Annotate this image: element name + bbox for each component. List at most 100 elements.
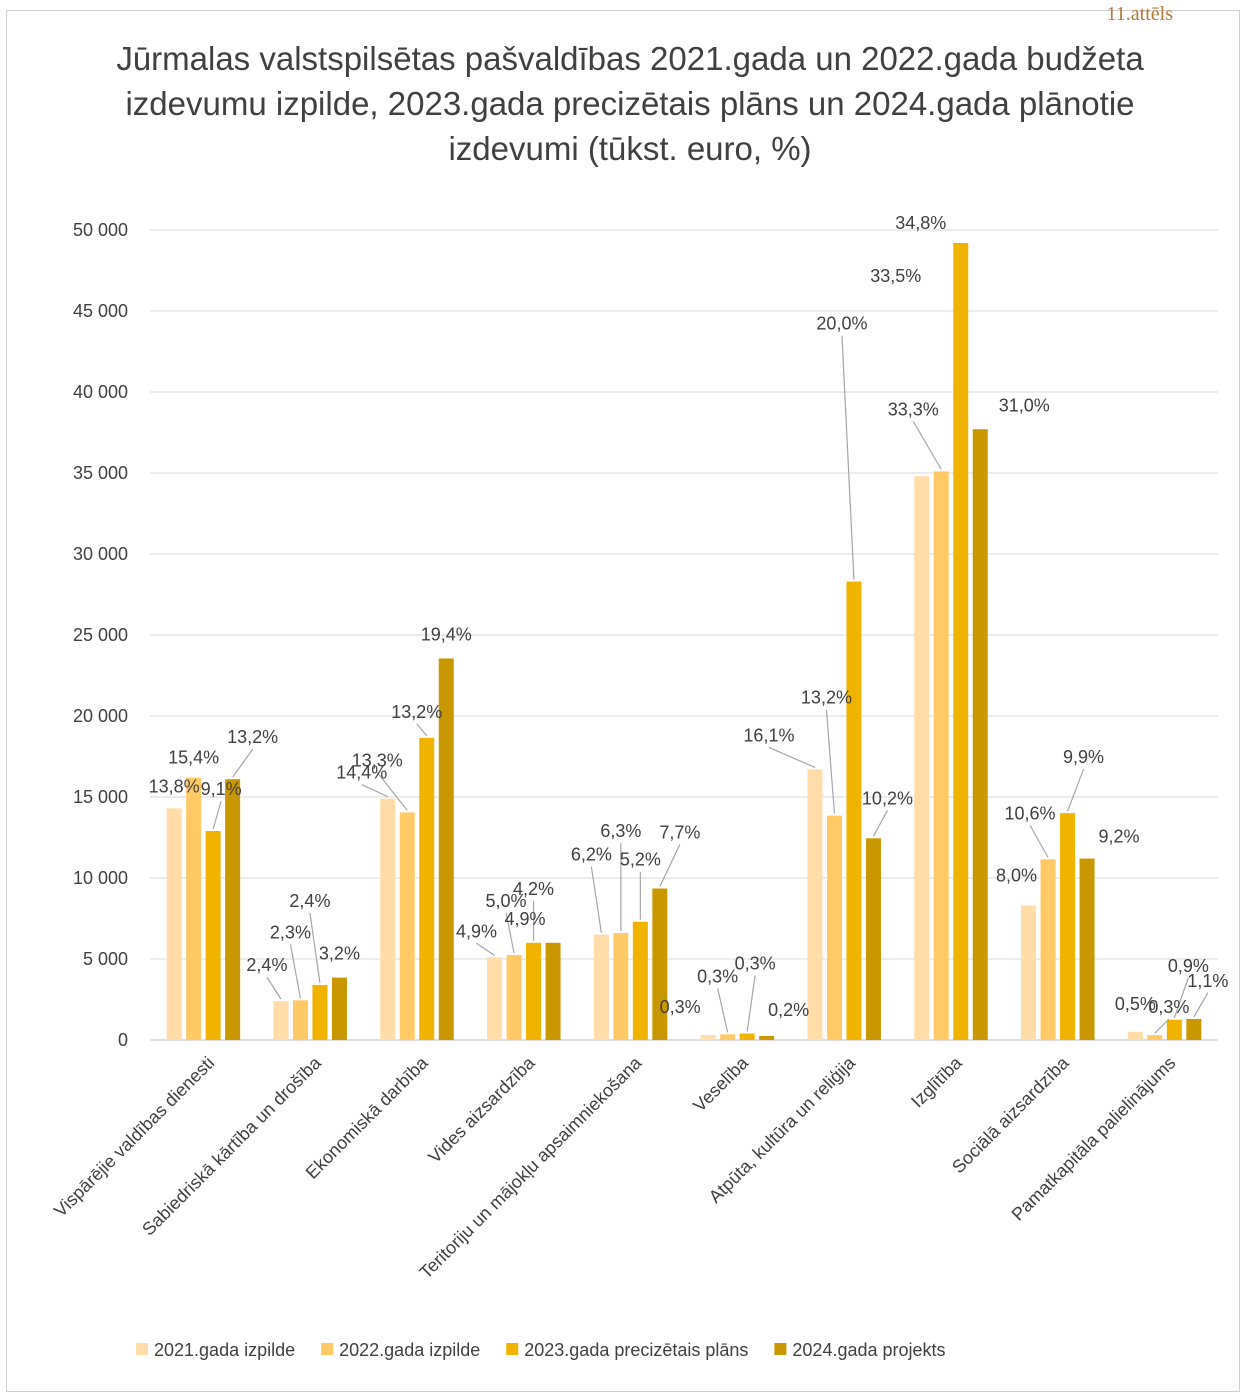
bar [166,808,182,1040]
bar [487,957,503,1040]
chart-frame: 11.attēls [6,3,1240,1392]
bar [331,977,347,1040]
leader-line [361,784,389,798]
y-tick-label: 50 000 [73,220,128,240]
bar [1186,1018,1202,1040]
legend-entry: 2024.gada projekts [792,1340,945,1360]
bar [720,1034,736,1040]
category-label: Izglītība [907,1052,966,1111]
data-label: 9,2% [1099,827,1140,847]
category-label: Sociālā aizsardzība [948,1052,1073,1177]
bar [399,812,415,1040]
chart-title: Jūrmalas valstspilsētas pašvaldības 2021… [116,40,1144,167]
x-axis-category-labels: Vispārējie valdības dienestiSabiedriskā … [50,1052,1179,1283]
data-label: 10,2% [862,788,913,808]
bar [826,815,842,1040]
bar [700,1035,716,1040]
leader-line [309,912,321,984]
bar [807,769,823,1040]
bar [1166,1019,1182,1040]
data-label: 4,9% [505,909,546,929]
bar [613,933,629,1040]
legend-entry: 2022.gada izpilde [339,1340,480,1360]
legend-swatch [774,1343,787,1355]
data-label: 4,9% [456,921,497,941]
data-label: 16,1% [743,725,794,745]
data-label: 9,9% [1063,747,1104,767]
category-label: Ekonomiskā darbība [302,1052,433,1183]
data-label: 6,3% [600,821,641,841]
y-tick-label: 15 000 [73,787,128,807]
leader-line [376,772,408,811]
legend: 2021.gada izpilde 2022.gada izpilde 2023.g… [136,1340,946,1360]
data-label: 8,0% [996,866,1037,886]
leader-line [1193,992,1209,1018]
data-label: 0,2% [768,1000,809,1020]
leader-line [212,800,222,830]
bar [1021,905,1037,1040]
data-label: 0,3% [735,954,776,974]
gridlines [150,229,1218,1041]
leader-line [476,942,495,956]
data-label: 10,6% [1005,803,1056,823]
bar [312,984,328,1040]
bar [953,242,969,1040]
data-label: 13,2% [801,688,852,708]
data-label: 13,8% [149,776,200,796]
data-label: 1,1% [1187,971,1228,991]
data-label: 15,4% [168,748,219,768]
bar [593,934,609,1040]
data-label: 13,2% [227,727,278,747]
leader-line [768,746,816,769]
y-tick-label: 45 000 [73,301,128,321]
leader-line [505,912,515,954]
bar [739,1033,755,1040]
legend-swatch [506,1343,519,1355]
bar [933,471,949,1040]
category-label: Veselība [689,1052,753,1116]
category-label: Vides aizsardzība [424,1052,539,1167]
data-label: 2,4% [289,891,330,911]
legend-entry: 2021.gada izpilde [154,1340,295,1360]
data-label: 31,0% [999,395,1050,415]
y-tick-label: 30 000 [73,544,128,564]
data-label: 7,7% [659,823,700,843]
data-label: 34,8% [895,213,946,233]
leader-line [590,866,602,933]
bar [865,838,881,1040]
data-label: 33,3% [888,399,939,419]
data-labels: 13,8% 2,4% 14,4% 4,9% 6,2% 0,3% 16,1% 33,5% 8,0%… [149,213,1229,1020]
data-label-leader-lines [212,335,1209,1034]
bars [166,242,1202,1040]
bar [225,779,241,1040]
bar [419,737,435,1040]
category-label: Sabiedriskā kārtība un drošība [138,1052,325,1239]
leader-line [1066,768,1085,812]
leader-line [717,988,729,1033]
bar [1060,813,1076,1040]
leader-line [1154,1018,1170,1034]
leader-line [289,944,302,999]
data-label: 20,0% [816,314,867,334]
bar [545,942,561,1040]
y-tick-label: 10 000 [73,868,128,888]
data-label: 0,5% [1115,994,1156,1014]
data-label: 0,3% [1148,997,1189,1017]
leader-line [1029,825,1049,858]
legend-swatch [136,1343,148,1355]
bar [186,777,202,1040]
data-label: 0,3% [660,997,701,1017]
data-label: 2,3% [270,922,311,942]
y-tick-label: 25 000 [73,625,128,645]
bar [526,942,542,1040]
bar [632,921,648,1040]
bar [292,1000,308,1040]
y-tick-label: 35 000 [73,463,128,483]
y-tick-label: 5 000 [83,949,128,969]
data-label: 4,2% [513,879,554,899]
data-label: 9,1% [201,779,242,799]
data-label: 5,2% [620,850,661,870]
bar [205,831,221,1040]
bar [380,798,396,1040]
